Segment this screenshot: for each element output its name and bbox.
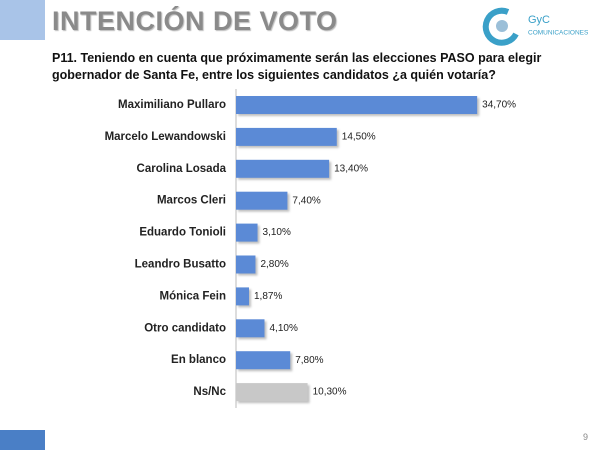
bar [236,351,291,370]
corner-block [0,430,45,450]
subtitle: P11. Teniendo en cuenta que próximamente… [52,51,542,82]
bar [236,159,330,178]
title: INTENCIÓN DE VOTO [52,6,338,36]
bar [236,383,308,402]
category-label: Leandro Busatto [135,259,226,271]
category-label: Marcos Cleri [157,195,226,207]
logo-tagline: COMUNICACIONES [528,30,589,37]
page-number: 9 [582,432,588,442]
category-label: Eduardo Tonioli [139,227,226,239]
value-label: 1,87% [254,291,282,302]
category-label: Carolina Losada [137,163,227,175]
category-label: Otro candidato [144,322,226,334]
logo-name: GyC [528,14,550,26]
bar [236,96,478,114]
value-label: 14,50% [342,132,376,143]
category-label: Maximiliano Pullaro [118,99,226,111]
bar [236,223,258,242]
bar [236,255,256,274]
bar [236,191,288,210]
value-label: 34,70% [482,100,516,111]
value-label: 4,10% [269,323,297,334]
logo-mark [482,7,519,46]
bar [236,287,249,306]
value-label: 7,80% [295,355,323,366]
logo: GyC COMUNICACIONES [482,7,589,46]
bar [236,319,265,338]
category-label: En blanco [171,354,226,366]
category-label: Mónica Fein [160,290,226,302]
value-label: 3,10% [263,227,291,238]
category-label: Ns/Nc [193,386,226,398]
value-label: 2,80% [260,259,288,270]
corner-block [0,0,45,40]
value-label: 13,40% [334,163,368,174]
logo-dot [496,20,508,32]
value-label: 7,40% [292,195,320,206]
value-label: 10,30% [313,387,347,398]
bar [236,127,337,146]
category-label: Marcelo Lewandowski [105,131,226,143]
